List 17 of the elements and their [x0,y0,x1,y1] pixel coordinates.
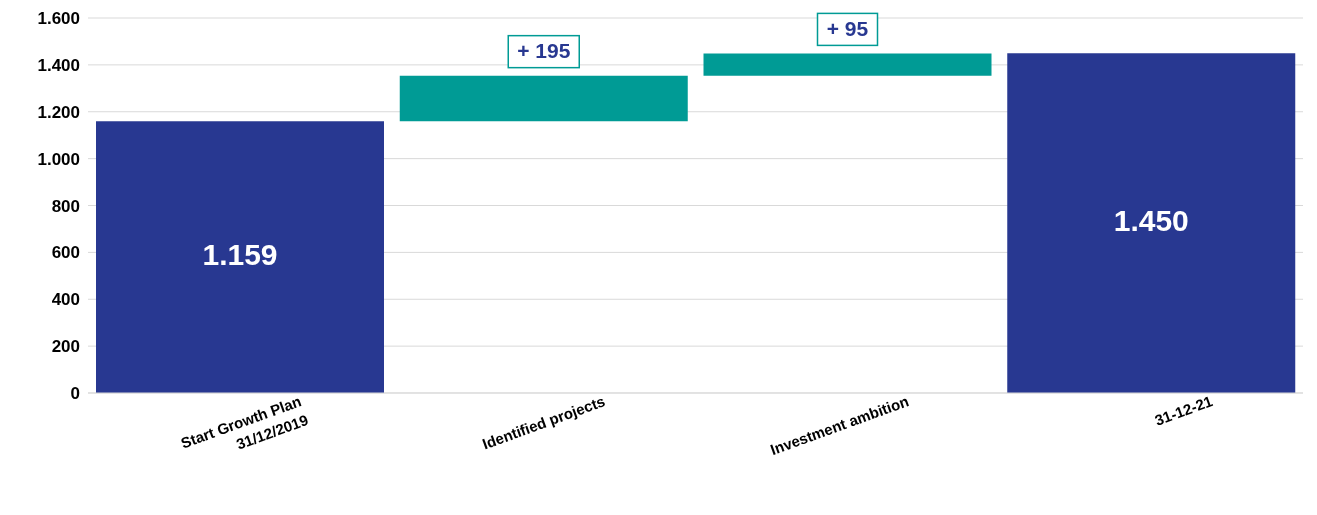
y-tick-label: 1.200 [37,102,80,122]
y-tick-label: 200 [51,337,80,357]
bar [399,75,688,122]
data-label: + 95 [826,16,869,40]
bar [96,121,384,393]
bar [1007,53,1296,393]
y-tick-label: 400 [51,290,80,310]
y-tick-label: 1.000 [37,149,80,169]
y-tick-label: 600 [51,243,80,263]
bar [703,53,992,76]
y-tick-label: 800 [51,196,80,216]
y-tick-label: 0 [70,384,80,404]
y-tick-label: 1.600 [37,9,80,29]
y-tick-label: 1.400 [37,55,80,75]
data-label: 1.159 [202,238,278,272]
data-label: 1.450 [1113,204,1189,237]
data-label: + 195 [517,39,571,63]
